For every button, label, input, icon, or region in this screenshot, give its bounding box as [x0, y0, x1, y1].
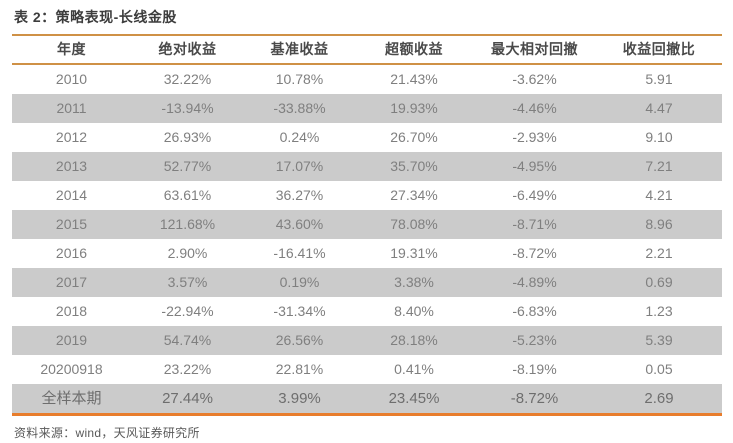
table-cell: 78.08%	[390, 216, 438, 232]
table-cell: 10.78%	[275, 71, 324, 87]
table-cell: 0.24%	[279, 129, 320, 145]
table-cell: 20200918	[40, 361, 103, 377]
table-cell: 26.93%	[163, 129, 212, 145]
table-cell: 3.38%	[394, 274, 434, 290]
table-cell: 4.47	[645, 100, 673, 116]
col-header-return-drawdown-ratio: 收益回撤比	[596, 35, 722, 65]
table-cell: 2012	[55, 129, 88, 145]
table-cell: 19.31%	[390, 245, 438, 261]
table-cell: 5.39	[645, 332, 673, 348]
table-cell: 21.43%	[390, 71, 438, 87]
table-cell: 36.27%	[275, 187, 324, 203]
table-cell: -33.88%	[273, 100, 326, 116]
table-cell: 全样本期	[41, 390, 102, 407]
table-cell: 2014	[55, 187, 88, 203]
table-cell: 23.22%	[163, 361, 212, 377]
table-cell: 121.68%	[159, 216, 216, 232]
table-cell: -31.34%	[273, 303, 326, 319]
table-cell: -16.41%	[273, 245, 326, 261]
table-cell: 0.05	[645, 361, 673, 377]
table-cell: 26.70%	[390, 129, 438, 145]
table-cell: 2018	[55, 303, 88, 319]
table-cell: 32.22%	[163, 71, 212, 87]
table-row: 2019 54.74% 26.56% 28.18% -5.23% 5.39	[12, 326, 722, 355]
table-row: 2012 26.93% 0.24% 26.70% -2.93% 9.10	[12, 123, 722, 152]
table-cell: 17.07%	[275, 158, 324, 174]
table-cell: -5.23%	[512, 332, 557, 348]
table-cell: 2011	[56, 100, 87, 116]
strategy-performance-table: 年度 绝对收益 基准收益 超额收益 最大相对回撤 收益回撤比 2010 32.22…	[12, 34, 722, 416]
table-cell: 2.21	[645, 245, 673, 261]
col-header-absolute-return: 绝对收益	[131, 35, 244, 65]
table-cell: 22.81%	[275, 361, 324, 377]
table-row: 2016 2.90% -16.41% 19.31% -8.72% 2.21	[12, 239, 722, 268]
table-row: 2017 3.57% 0.19% 3.38% -4.89% 0.69	[12, 268, 722, 297]
table-cell: -6.83%	[512, 303, 557, 319]
table-cell: 8.40%	[394, 303, 434, 319]
table-cell: -8.19%	[512, 361, 557, 377]
table-cell: -4.95%	[512, 158, 557, 174]
table-cell: -8.72%	[510, 390, 559, 407]
table-cell: 5.91	[645, 71, 673, 87]
table-cell: 9.10	[645, 129, 673, 145]
table-cell: 0.69	[645, 274, 673, 290]
table-cell: 2017	[55, 274, 88, 290]
table-row: 20200918 23.22% 22.81% 0.41% -8.19% 0.05	[12, 355, 722, 384]
table-cell: -22.94%	[161, 303, 214, 319]
table-cell: 26.56%	[275, 332, 324, 348]
table-cell: 52.77%	[163, 158, 212, 174]
table-cell: -3.62%	[512, 71, 557, 87]
table-title: 表 2：策略表现-长线金股	[14, 9, 177, 25]
table-cell: 2010	[55, 71, 88, 87]
table-row: 2014 63.61% 36.27% 27.34% -6.49% 4.21	[12, 181, 722, 210]
table-cell: 4.21	[645, 187, 673, 203]
table-cell: -4.46%	[512, 100, 557, 116]
table-cell: 3.57%	[167, 274, 208, 290]
table-cell: -8.71%	[512, 216, 557, 232]
col-header-benchmark-return: 基准收益	[244, 35, 355, 65]
table-cell: 54.74%	[163, 332, 212, 348]
table-cell: 2016	[55, 245, 88, 261]
table-cell: 63.61%	[163, 187, 212, 203]
table-header-row: 年度 绝对收益 基准收益 超额收益 最大相对回撤 收益回撤比	[12, 35, 722, 65]
table-body: 2010 32.22% 10.78% 21.43% -3.62% 5.91 2011 -13.…	[12, 64, 722, 415]
col-header-excess-return: 超额收益	[355, 35, 473, 65]
table-cell: 28.18%	[390, 332, 438, 348]
table-cell: 27.44%	[162, 390, 213, 407]
table-cell: 7.21	[645, 158, 673, 174]
table-row-summary: 全样本期 27.44% 3.99% 23.45% -8.72% 2.69	[12, 384, 722, 415]
table-cell: 0.41%	[394, 361, 434, 377]
table-row: 2013 52.77% 17.07% 35.70% -4.95% 7.21	[12, 152, 722, 181]
table-cell: 1.23	[645, 303, 673, 319]
table-cell: 2.69	[644, 390, 674, 407]
table-cell: 35.70%	[390, 158, 438, 174]
table-cell: 2.90%	[167, 245, 208, 261]
table-cell: -8.72%	[512, 245, 557, 261]
table-row: 2010 32.22% 10.78% 21.43% -3.62% 5.91	[12, 64, 722, 94]
table-cell: 0.19%	[279, 274, 320, 290]
table-cell: -6.49%	[512, 187, 557, 203]
col-header-year: 年度	[12, 35, 131, 65]
table-cell: 3.99%	[278, 390, 321, 407]
table-cell: 23.45%	[388, 390, 440, 407]
table-row: 2018 -22.94% -31.34% 8.40% -6.83% 1.23	[12, 297, 722, 326]
table-cell: 8.96	[645, 216, 673, 232]
table-cell: 43.60%	[275, 216, 324, 232]
table-cell: -4.89%	[512, 274, 557, 290]
table-cell: -13.94%	[161, 100, 214, 116]
source-note: 资料来源：wind，天风证券研究所	[14, 426, 200, 440]
table-cell: 19.93%	[390, 100, 438, 116]
table-cell: 2013	[55, 158, 88, 174]
table-cell: 2019	[55, 332, 88, 348]
table-row: 2011 -13.94% -33.88% 19.93% -4.46% 4.47	[12, 94, 722, 123]
col-header-max-relative-drawdown: 最大相对回撤	[473, 35, 596, 65]
table-row: 2015 121.68% 43.60% 78.08% -8.71% 8.96	[12, 210, 722, 239]
table-cell: -2.93%	[512, 129, 557, 145]
table-cell: 27.34%	[390, 187, 438, 203]
table-cell: 2015	[55, 216, 88, 232]
